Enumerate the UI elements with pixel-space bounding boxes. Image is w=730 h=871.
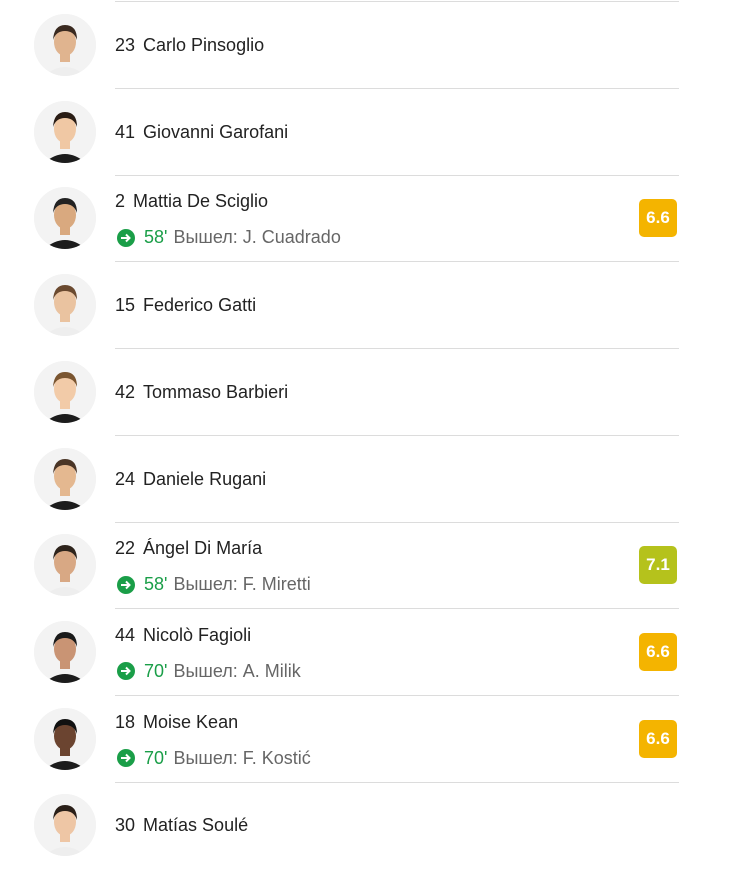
row-divider	[115, 521, 679, 523]
rating-badge: 6.6	[639, 632, 677, 671]
player-name[interactable]: Moise Kean	[143, 711, 239, 732]
substitution-minute: 70'	[144, 747, 168, 768]
top-divider	[115, 1, 679, 2]
player-row[interactable]: 42 Tommaso Barbieri	[0, 349, 730, 436]
player-row[interactable]: 30 Matías Soulé	[0, 782, 730, 869]
player-name-line[interactable]: 23 Carlo Pinsoglio	[115, 35, 264, 56]
player-name[interactable]: Matías Soulé	[143, 815, 249, 836]
player-name[interactable]: Giovanni Garofani	[143, 121, 289, 142]
rating-badge: 7.1	[639, 546, 677, 585]
player-name-line[interactable]: 41 Giovanni Garofani	[115, 122, 288, 143]
player-row[interactable]: 24 Daniele Rugani	[0, 436, 730, 523]
player-name[interactable]: Mattia De Sciglio	[133, 191, 269, 212]
player-avatar	[34, 187, 96, 250]
row-divider	[115, 608, 679, 610]
substitution-minute: 58'	[144, 227, 168, 248]
row-divider	[115, 174, 679, 176]
player-number: 30	[115, 815, 136, 836]
player-row[interactable]: 22 Ángel Di María 58' Вышел: F. Miretti 7…	[0, 522, 730, 610]
player-row[interactable]: 2 Mattia De Sciglio 58' Вышел: J. Cuadrad…	[0, 175, 730, 263]
substitution-minute: 58'	[144, 574, 168, 595]
player-name[interactable]: Nicolò Fagioli	[143, 624, 252, 645]
substitution-info: 70' Вышел: F. Kostić	[117, 748, 311, 769]
row-divider	[115, 781, 679, 783]
player-name[interactable]: Tommaso Barbieri	[143, 381, 289, 402]
rating-badge: 6.6	[639, 719, 677, 758]
substitution-text: Вышел: F. Miretti	[173, 574, 311, 595]
player-number: 24	[115, 468, 136, 489]
player-number: 2	[115, 191, 126, 212]
player-name-line[interactable]: 30 Matías Soulé	[115, 815, 248, 836]
player-avatar	[34, 707, 96, 770]
substitution-info: 70' Вышел: A. Milik	[117, 661, 301, 682]
player-name-line[interactable]: 15 Federico Gatti	[115, 295, 256, 316]
player-avatar	[34, 447, 96, 510]
player-avatar	[34, 620, 96, 683]
player-name-line[interactable]: 42 Tommaso Barbieri	[115, 382, 288, 403]
row-divider	[115, 434, 679, 436]
player-number: 23	[115, 35, 136, 55]
substitution-text: Вышел: A. Milik	[173, 660, 301, 681]
player-number: 18	[115, 711, 136, 732]
player-name[interactable]: Ángel Di María	[143, 538, 263, 559]
player-row[interactable]: 18 Moise Kean 70' Вышел: F. Kostić 6.6	[0, 696, 730, 783]
player-avatar	[34, 100, 96, 163]
arrow-right-circle-icon	[117, 228, 135, 247]
player-name-line[interactable]: 24 Daniele Rugani	[115, 469, 266, 490]
substitution-text: Вышел: F. Kostić	[173, 747, 311, 768]
player-row[interactable]: 23 Carlo Pinsoglio	[0, 2, 730, 89]
substitution-minute: 70'	[144, 660, 168, 681]
rating-badge: 6.6	[639, 199, 677, 238]
player-name-line[interactable]: 44 Nicolò Fagioli	[115, 625, 251, 646]
player-avatar	[34, 534, 96, 597]
player-row[interactable]: 41 Giovanni Garofani	[0, 89, 730, 176]
player-name-line[interactable]: 18 Moise Kean	[115, 712, 238, 733]
player-name-line[interactable]: 2 Mattia De Sciglio	[115, 191, 268, 212]
player-name[interactable]: Daniele Rugani	[143, 468, 267, 489]
player-avatar	[34, 794, 96, 857]
player-avatar	[34, 274, 96, 337]
player-number: 15	[115, 295, 136, 316]
row-divider	[115, 88, 679, 89]
arrow-right-circle-icon	[117, 662, 135, 681]
player-avatar	[34, 14, 96, 76]
player-row[interactable]: 15 Federico Gatti	[0, 262, 730, 350]
player-name[interactable]: Carlo Pinsoglio	[143, 35, 265, 55]
player-name-line[interactable]: 22 Ángel Di María	[115, 538, 262, 559]
arrow-right-circle-icon	[117, 575, 135, 594]
player-row[interactable]: 44 Nicolò Fagioli 70' Вышел: A. Milik 6.6	[0, 609, 730, 696]
row-divider	[115, 261, 679, 263]
substitution-text: Вышел: J. Cuadrado	[173, 227, 341, 248]
arrow-right-circle-icon	[117, 749, 135, 768]
substitution-info: 58' Вышел: F. Miretti	[117, 574, 311, 595]
player-avatar	[34, 360, 96, 423]
player-number: 44	[115, 624, 136, 645]
player-number: 22	[115, 538, 136, 559]
substitution-info: 58' Вышел: J. Cuadrado	[117, 227, 341, 248]
row-divider	[115, 348, 679, 350]
player-number: 42	[115, 381, 136, 402]
player-number: 41	[115, 121, 136, 142]
player-name[interactable]: Federico Gatti	[143, 295, 257, 316]
row-divider	[115, 694, 679, 696]
